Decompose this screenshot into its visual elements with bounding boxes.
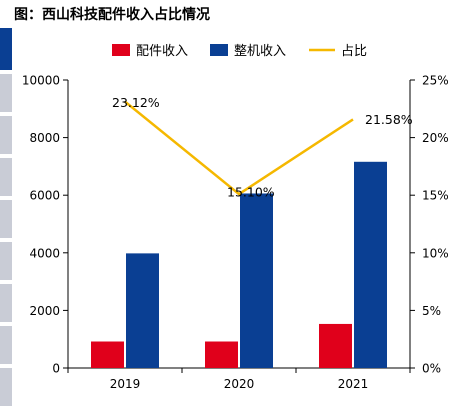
x-tick-label: 2021 [338, 377, 369, 391]
legend: 配件收入 整机收入 占比 [112, 44, 367, 59]
right-tick-label: 5% [422, 304, 441, 318]
x-tick-label: 2019 [110, 377, 141, 391]
legend-swatch-machine [210, 44, 228, 56]
ratio-data-label: 21.58% [365, 112, 413, 127]
bars [91, 161, 387, 368]
strip-segment [0, 242, 12, 280]
strip-segment [0, 74, 12, 112]
strip-segment [0, 284, 12, 322]
left-tick-label: 8000 [29, 131, 60, 145]
machine-revenue-bar [126, 253, 159, 368]
strip-segment [0, 200, 12, 238]
strip-segment [0, 368, 12, 406]
x-tick-label: 2020 [224, 377, 255, 391]
left-tick-label: 6000 [29, 189, 60, 203]
strip-segment [0, 158, 12, 196]
accessory-revenue-bar [91, 341, 124, 368]
right-tick-label: 20% [422, 131, 449, 145]
machine-revenue-bar [240, 193, 273, 368]
accessory-revenue-bar [205, 341, 238, 368]
left-tick-label: 10000 [22, 74, 60, 88]
strip-segment [0, 28, 12, 70]
ratio-series-line [124, 100, 354, 196]
legend-label-machine: 整机收入 [234, 44, 286, 59]
strip-segment [0, 116, 12, 154]
left-tick-label: 0 [52, 362, 60, 376]
strip-segment [0, 326, 12, 364]
right-tick-label: 10% [422, 246, 449, 260]
legend-label-ratio: 占比 [341, 44, 367, 59]
data-labels: 23.12% 15.10% 21.58% [112, 95, 413, 199]
right-tick-label: 25% [422, 74, 449, 88]
axes: 0 2000 4000 6000 8000 10000 0% 5% 10% 15% 20% 25% 20… [22, 74, 449, 392]
right-tick-label: 15% [422, 189, 449, 203]
ratio-data-label: 23.12% [112, 95, 160, 110]
left-tick-label: 4000 [29, 246, 60, 260]
legend-swatch-accessory [112, 44, 130, 56]
accessory-revenue-bar [319, 323, 352, 368]
left-tick-label: 2000 [29, 304, 60, 318]
right-tick-label: 0% [422, 362, 441, 376]
machine-revenue-bar [354, 161, 387, 368]
ratio-line [124, 100, 354, 196]
ratio-data-label: 15.10% [227, 185, 275, 200]
chart-title: 图：西山科技配件收入占比情况 [14, 7, 210, 23]
left-decoration-strip [0, 28, 12, 406]
legend-label-accessory: 配件收入 [136, 44, 188, 59]
